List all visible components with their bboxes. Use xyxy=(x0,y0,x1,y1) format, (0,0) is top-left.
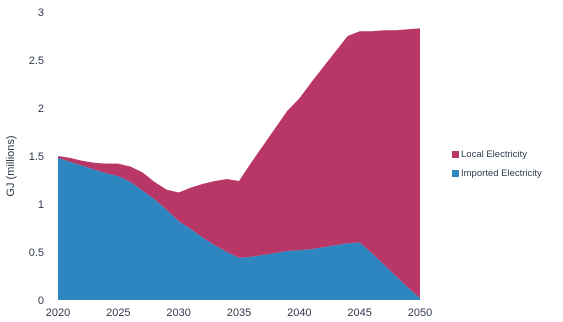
x-tick-label: 2045 xyxy=(347,307,371,319)
y-axis-title: GJ (millions) xyxy=(5,135,17,196)
area-series-imported-electricity xyxy=(58,157,420,300)
legend-swatch xyxy=(452,151,459,158)
legend-swatch xyxy=(452,170,459,177)
legend: Local Electricity Imported Electricity xyxy=(452,149,542,179)
axes-group: 0 0.5 1 1.5 2 2.5 3 2020 2025 2030 2035 2040 2045 205… xyxy=(5,7,432,319)
legend-label: Imported Electricity xyxy=(461,168,542,179)
y-tick-label: 0 xyxy=(38,295,44,307)
legend-label: Local Electricity xyxy=(461,149,527,160)
y-tick-label: 0.5 xyxy=(29,247,44,259)
area-series-group xyxy=(58,28,420,300)
x-tick-label: 2040 xyxy=(287,307,311,319)
y-tick-label: 3 xyxy=(38,7,44,19)
x-tick-label: 2030 xyxy=(166,307,190,319)
y-tick-label: 1 xyxy=(38,199,44,211)
x-tick-label: 2035 xyxy=(227,307,251,319)
x-tick-label: 2050 xyxy=(408,307,432,319)
y-tick-label: 2.5 xyxy=(29,55,44,67)
y-tick-label: 2 xyxy=(38,103,44,115)
y-tick-label: 1.5 xyxy=(29,151,44,163)
x-tick-label: 2025 xyxy=(106,307,130,319)
area-series-local-electricity xyxy=(58,28,420,299)
x-tick-label: 2020 xyxy=(46,307,70,319)
